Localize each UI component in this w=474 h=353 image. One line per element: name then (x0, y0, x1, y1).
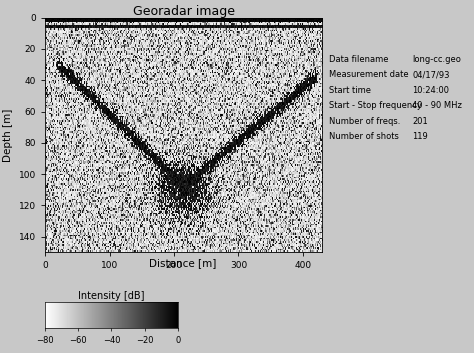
Text: 04/17/93: 04/17/93 (412, 70, 450, 79)
Y-axis label: Depth [m]: Depth [m] (3, 108, 13, 162)
Text: 119: 119 (412, 132, 428, 141)
Text: Measurement date: Measurement date (329, 70, 409, 79)
Title: Intensity [dB]: Intensity [dB] (78, 291, 145, 301)
Title: Georadar image: Georadar image (133, 5, 235, 18)
Text: Data filename: Data filename (329, 55, 389, 64)
Text: Start - Stop frequency: Start - Stop frequency (329, 101, 422, 110)
Text: Distance [m]: Distance [m] (149, 258, 216, 269)
Text: long-cc.geo: long-cc.geo (412, 55, 461, 64)
Text: 201: 201 (412, 117, 428, 126)
Text: Start time: Start time (329, 86, 372, 95)
Text: 40 - 90 MHz: 40 - 90 MHz (412, 101, 462, 110)
Text: Number of shots: Number of shots (329, 132, 399, 141)
Text: Number of freqs.: Number of freqs. (329, 117, 401, 126)
Text: 10:24:00: 10:24:00 (412, 86, 449, 95)
